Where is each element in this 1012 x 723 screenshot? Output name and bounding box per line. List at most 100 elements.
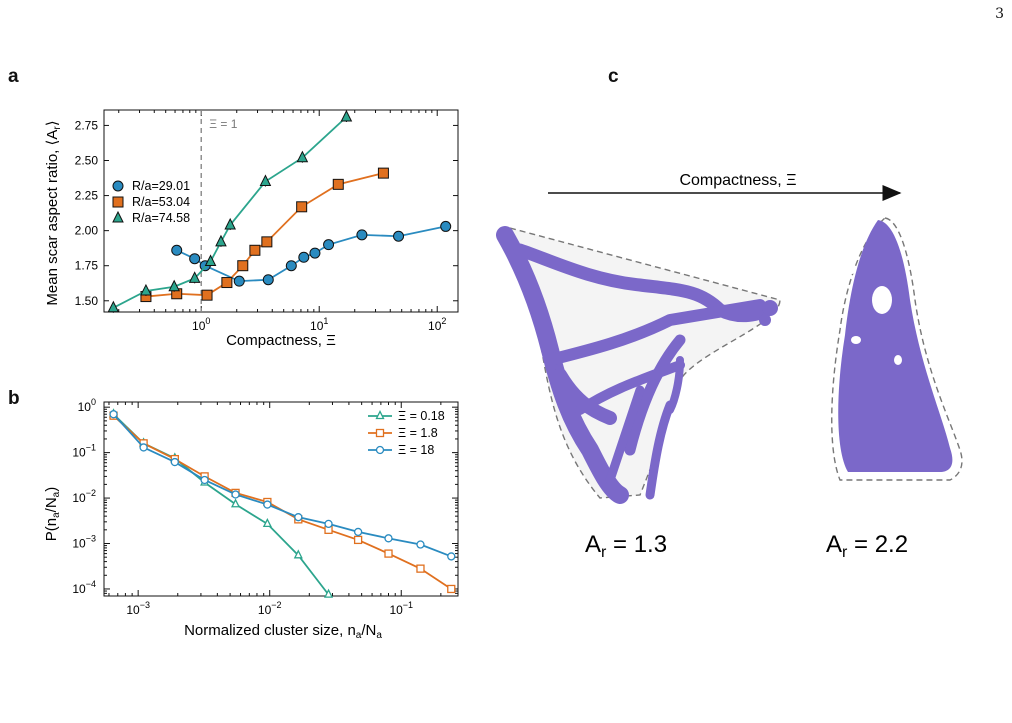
- data-point: [296, 201, 308, 213]
- tick-label: 10−1: [72, 443, 96, 460]
- data-point: [259, 174, 272, 187]
- compactness-arrow-label: Compactness, Ξ: [679, 172, 796, 189]
- scar-right-high-aspect: [831, 217, 963, 481]
- data-point: [200, 475, 209, 485]
- data-point: [107, 300, 120, 313]
- data-point: [353, 535, 363, 545]
- xi-equals-1-label: Ξ = 1: [209, 117, 237, 131]
- data-point: [170, 457, 179, 467]
- data-point: [384, 534, 393, 543]
- legend-entry: Ξ = 18: [398, 443, 434, 457]
- tick-label: 10−3: [126, 600, 150, 617]
- data-point: [332, 178, 344, 190]
- data-point: [230, 498, 241, 508]
- legend-entry: R/a=53.04: [132, 195, 190, 209]
- scar-shapes-illustration: Compactness, Ξ Ar = 1.3 Ar = 2.2: [496, 172, 963, 561]
- y-tick-label: 2.50: [75, 154, 99, 168]
- data-point: [204, 254, 217, 266]
- legend-entry: Ξ = 0.18: [398, 409, 445, 423]
- data-point: [233, 275, 245, 287]
- y-tick-label: 1.75: [75, 259, 99, 273]
- tick-label: 10−3: [72, 534, 96, 551]
- series-line-1: [112, 415, 452, 590]
- data-point: [262, 274, 274, 286]
- chart-a: 1.50 1.75 2.00 2.25 2.50 2.75 100 101 102 Ξ = 1 R…: [44, 109, 459, 349]
- series-line-2: [112, 116, 348, 309]
- data-point: [384, 549, 393, 558]
- legend-entry: Ξ = 1.8: [398, 426, 438, 440]
- tick-label: 10−4: [72, 579, 96, 596]
- data-point: [440, 220, 452, 232]
- data-point: [112, 180, 124, 192]
- series-line-1: [145, 172, 384, 298]
- y-tick-label: 2.00: [75, 224, 99, 238]
- tick-label: 102: [428, 316, 446, 333]
- left-shape-aspect-label: Ar = 1.3: [585, 531, 667, 561]
- y-tick-label: 2.75: [75, 118, 99, 132]
- data-point: [375, 428, 385, 438]
- plot-frame: [103, 109, 459, 313]
- right-shape-aspect-label: Ar = 2.2: [826, 531, 908, 561]
- data-point: [261, 236, 273, 248]
- page-number: 3: [995, 6, 1004, 22]
- data-point: [324, 519, 333, 529]
- tick-label: 100: [78, 397, 96, 414]
- tick-label: 101: [310, 316, 328, 333]
- chart-b-xlabel: Normalized cluster size, na/Na: [184, 622, 382, 641]
- data-point: [262, 517, 272, 528]
- data-point: [109, 410, 118, 419]
- legend-entry: R/a=74.58: [132, 211, 190, 225]
- data-point: [215, 234, 227, 247]
- data-point: [188, 271, 201, 283]
- chart-b: 100 10−1 10−2 10−3 10−4 10−3 10−2 10−1 Ξ = 0.18…: [43, 397, 459, 641]
- data-point: [112, 196, 124, 208]
- data-point: [298, 251, 310, 263]
- chart-b-ylabel: P(na/Na): [43, 487, 62, 541]
- data-point: [201, 289, 213, 301]
- data-point: [377, 167, 389, 179]
- panel-label-c: c: [608, 66, 619, 87]
- y-tick-label: 1.50: [75, 294, 99, 308]
- data-point: [249, 244, 261, 256]
- tick-label: 10−2: [72, 488, 96, 505]
- tick-label: 10−2: [258, 600, 282, 617]
- data-point: [140, 283, 152, 296]
- tick-label: 100: [192, 316, 210, 333]
- data-point: [340, 109, 353, 122]
- data-point: [309, 247, 321, 259]
- data-point: [447, 552, 456, 561]
- data-point: [171, 244, 183, 256]
- data-point: [416, 564, 425, 573]
- data-point: [221, 277, 233, 289]
- data-point: [293, 549, 303, 559]
- data-point: [139, 443, 148, 452]
- data-point: [296, 150, 309, 163]
- data-point: [189, 253, 201, 265]
- data-point: [112, 210, 124, 223]
- data-point: [323, 588, 334, 598]
- scar-left-low-aspect: [496, 226, 781, 504]
- panel-label-a: a: [8, 66, 19, 87]
- data-point: [375, 445, 385, 455]
- panel-label-b: b: [8, 388, 20, 409]
- data-point: [323, 239, 335, 251]
- data-point: [416, 540, 425, 549]
- data-point: [168, 279, 180, 292]
- tick-label: 10−1: [389, 600, 413, 617]
- data-point: [447, 584, 456, 594]
- series-line-2: [112, 413, 452, 558]
- data-point: [231, 490, 240, 499]
- chart-a-xlabel: Compactness, Ξ: [226, 332, 336, 349]
- legend-entry: R/a=29.01: [132, 179, 190, 193]
- data-point: [393, 230, 405, 242]
- data-point: [375, 410, 385, 420]
- y-tick-label: 2.25: [75, 189, 99, 203]
- data-point: [237, 260, 249, 272]
- data-point: [224, 217, 237, 230]
- plot-frame: [103, 401, 459, 597]
- data-point: [356, 229, 368, 241]
- data-point: [353, 527, 363, 537]
- data-point: [294, 513, 303, 522]
- chart-a-ylabel: Mean scar aspect ratio, ⟨Ar⟩: [44, 120, 63, 305]
- data-point: [285, 260, 297, 272]
